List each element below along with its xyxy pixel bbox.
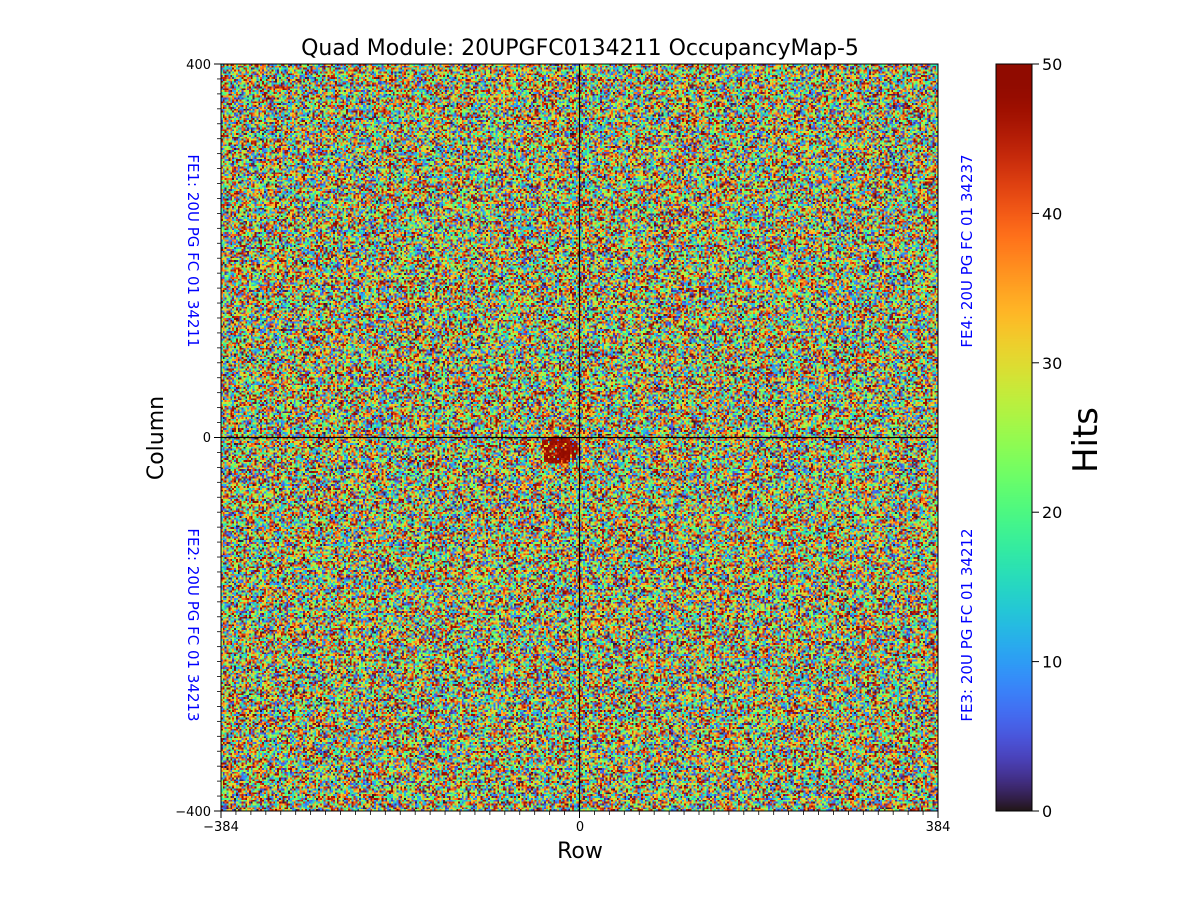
colorbar-tick-label: 30	[1042, 354, 1062, 373]
x-tick-label: 384	[926, 820, 951, 835]
y-axis-label: Column	[144, 396, 169, 480]
fe1-label: FE1: 20U PG FC 01 34211	[184, 154, 202, 347]
colorbar-tick-label: 0	[1042, 802, 1052, 821]
x-tick-label: −384	[203, 820, 239, 835]
colorbar-gradient	[996, 64, 1032, 811]
colorbar-ticks: 0 10 20 30 40 50	[1032, 55, 1062, 821]
chart-title: Quad Module: 20UPGFC0134211 OccupancyMap…	[301, 36, 859, 61]
y-tick-label: 0	[203, 431, 211, 446]
x-axis-label: Row	[557, 839, 603, 864]
y-tick-label: 400	[186, 58, 211, 73]
fe3-label: FE3: 20U PG FC 01 34212	[958, 528, 976, 721]
colorbar-tick-label: 40	[1042, 204, 1062, 223]
fe4-label: FE4: 20U PG FC 01 34237	[958, 154, 976, 347]
colorbar-tick-label: 20	[1042, 503, 1062, 522]
colorbar-frame	[995, 63, 1033, 812]
x-tick-label: 0	[576, 820, 584, 835]
colorbar-label: Hits	[1066, 407, 1106, 473]
fe2-label: FE2: 20U PG FC 01 34213	[184, 528, 202, 721]
colorbar-tick-label: 50	[1042, 55, 1062, 74]
minor-ticks	[217, 78, 924, 815]
y-tick-label: −400	[175, 805, 211, 820]
colorbar-tick-label: 10	[1042, 653, 1062, 672]
